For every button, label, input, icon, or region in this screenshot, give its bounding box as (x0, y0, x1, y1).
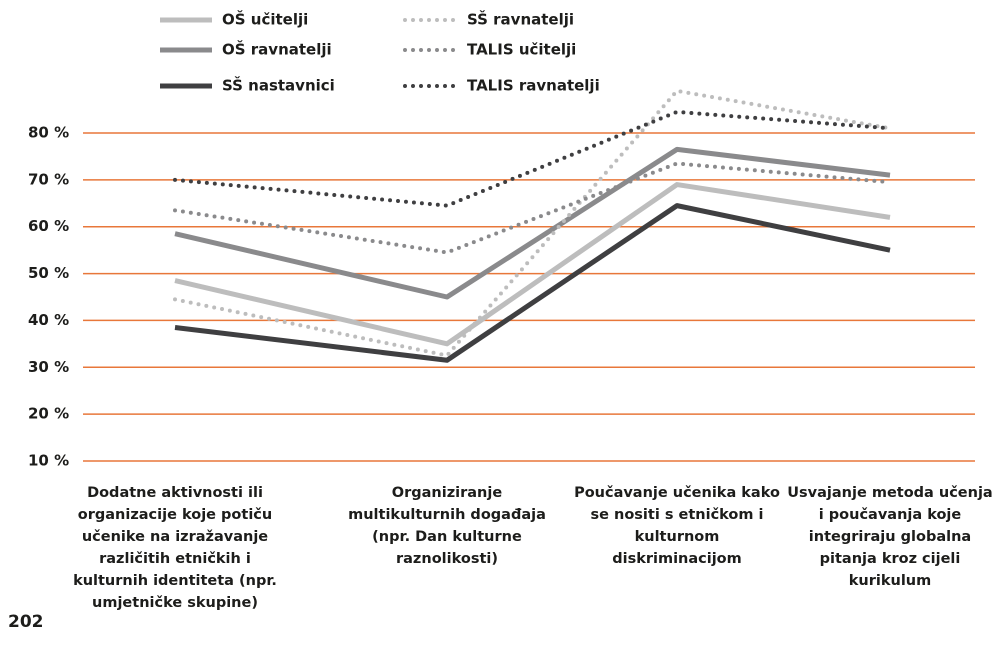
series-line (173, 88, 892, 358)
y-tick-label: 60 % (28, 217, 69, 235)
y-tick-label: 80 % (28, 124, 69, 142)
y-tick-label: 30 % (28, 358, 69, 376)
x-tick-label: Dodatne aktivnosti ili organizacije koje… (73, 485, 277, 611)
legend-label: SŠ nastavnici (222, 76, 335, 95)
series-line (173, 109, 892, 208)
series-line (173, 161, 892, 255)
series-line (174, 203, 891, 363)
legend-label: TALIS učitelji (467, 41, 576, 59)
legend-label: OŠ učitelji (222, 10, 308, 29)
x-tick-label: Poučavanje učenika kako se nositi s etni… (574, 485, 780, 567)
legend-label: SŠ ravnatelji (467, 10, 574, 29)
y-tick-label: 70 % (28, 170, 69, 188)
y-tick-label: 50 % (28, 264, 69, 282)
y-tick-label: 40 % (28, 311, 69, 329)
x-tick-label: Usvajanje metoda učenja i poučavanja koj… (787, 485, 993, 589)
legend-label: OŠ ravnatelji (222, 40, 332, 59)
x-tick-label: Organiziranje multikulturnih događaja (n… (348, 485, 546, 567)
y-tick-label: 10 % (28, 452, 69, 470)
series-line (174, 146, 891, 300)
y-tick-label: 20 % (28, 405, 69, 423)
legend-label: TALIS ravnatelji (467, 77, 600, 95)
series-line (174, 182, 891, 347)
page-number: 202 (8, 612, 44, 632)
